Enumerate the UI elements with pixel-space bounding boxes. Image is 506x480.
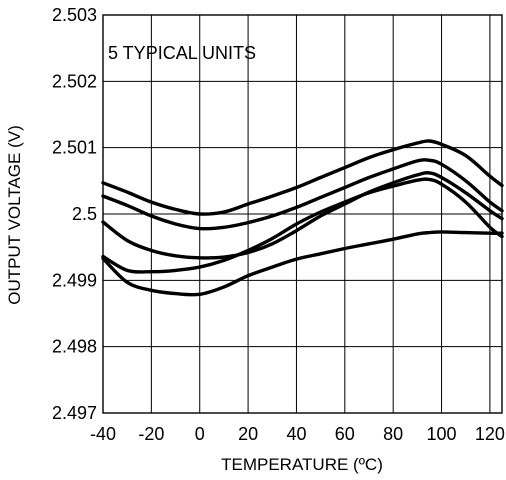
y-tick-label: 2.503 bbox=[52, 5, 97, 25]
y-tick-label: 2.5 bbox=[72, 204, 97, 224]
y-tick-label: 2.502 bbox=[52, 71, 97, 91]
series-line-1 bbox=[101, 139, 504, 216]
y-tick-label: 2.499 bbox=[52, 270, 97, 290]
x-tick-label: -40 bbox=[90, 424, 116, 444]
series-line-3 bbox=[101, 171, 504, 260]
chart-annotation: 5 TYPICAL UNITS bbox=[108, 43, 256, 63]
plot-frame bbox=[102, 14, 503, 414]
x-tick-label: 80 bbox=[383, 424, 403, 444]
x-tick-label: -20 bbox=[138, 424, 164, 444]
y-tick-label: 2.498 bbox=[52, 337, 97, 357]
grid bbox=[102, 14, 502, 414]
series-line-5 bbox=[101, 230, 504, 297]
y-axis-label: OUTPUT VOLTAGE (V) bbox=[5, 125, 24, 304]
y-tick-labels: 2.497 2.498 2.499 2.5 2.501 2.502 2.503 bbox=[52, 5, 97, 423]
x-tick-label: 40 bbox=[286, 424, 306, 444]
series-line-4 bbox=[101, 177, 504, 274]
y-tick-label: 2.501 bbox=[52, 138, 97, 158]
x-tick-label: 100 bbox=[427, 424, 457, 444]
x-tick-labels: -40 -20 0 20 40 60 80 100 120 bbox=[90, 424, 505, 444]
series-line-2 bbox=[101, 158, 504, 231]
x-tick-label: 20 bbox=[238, 424, 258, 444]
x-tick-label: 60 bbox=[335, 424, 355, 444]
x-tick-label: 120 bbox=[475, 424, 505, 444]
x-tick-label: 0 bbox=[195, 424, 205, 444]
series-lines bbox=[101, 139, 504, 297]
y-tick-label: 2.497 bbox=[52, 403, 97, 423]
x-axis-label: TEMPERATURE (ºC) bbox=[221, 455, 383, 474]
